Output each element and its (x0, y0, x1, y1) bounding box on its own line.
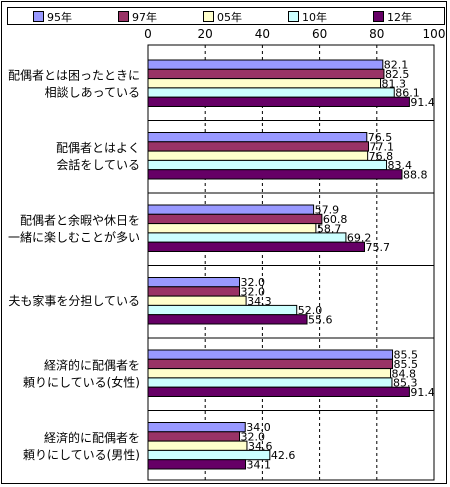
bar (147, 232, 347, 243)
legend-item: 97年 (118, 11, 157, 24)
bar (147, 150, 369, 161)
legend-swatch (118, 11, 129, 22)
bar-value-label: 88.8 (403, 168, 428, 181)
bar-value-label: 57.9 (315, 204, 340, 217)
bar-value-label: 84.8 (392, 367, 417, 380)
bar-value-label: 91.4 (410, 386, 435, 399)
bar-value-label: 85.3 (393, 377, 418, 390)
bar-value-label: 75.7 (366, 241, 391, 254)
bar-value-label: 82.5 (385, 68, 410, 81)
bar-value-label: 34.1 (247, 458, 272, 471)
bar-value-label: 32.0 (241, 276, 266, 289)
legend-item: 12年 (373, 11, 412, 24)
bar (147, 68, 385, 80)
bar-value-label: 55.6 (308, 313, 333, 326)
legend: 95年 97年 05年 10年 12年 (7, 7, 445, 25)
bar-value-label: 34.3 (247, 295, 272, 308)
bar-value-label: 82.1 (384, 59, 409, 72)
legend-label: 97年 (132, 11, 157, 24)
bar (147, 141, 370, 152)
bar-value-label: 76.8 (369, 150, 394, 163)
x-tick-label: 80 (369, 27, 384, 41)
bar-value-label: 34.6 (248, 440, 273, 453)
bar (147, 96, 410, 107)
bar (147, 440, 248, 451)
bar-value-label: 32.0 (241, 430, 266, 443)
bar-value-label: 83.4 (388, 159, 413, 172)
x-tick-label: 60 (312, 27, 327, 41)
bar (147, 277, 241, 288)
bar (147, 349, 394, 360)
legend-item: 10年 (288, 11, 327, 24)
legend-label: 95年 (47, 11, 72, 24)
legend-label: 10年 (302, 11, 327, 24)
category-label: 夫も家事を分担している (8, 293, 140, 308)
x-tick-label: 20 (198, 27, 213, 41)
bar-value-label: 42.6 (271, 449, 296, 462)
bar (147, 132, 368, 143)
bar (147, 368, 392, 379)
x-tick-label: 0 (144, 27, 152, 41)
category-label: 配偶者とはよく (56, 141, 140, 155)
bar (147, 431, 241, 442)
legend-label: 12年 (387, 11, 412, 24)
bar (147, 386, 410, 398)
legend-label: 05年 (217, 11, 242, 24)
bar (147, 304, 298, 316)
category-label: 頼りにしている(女性) (23, 374, 140, 389)
bar-value-label: 85.5 (394, 349, 419, 362)
bar (147, 204, 315, 215)
bar-value-label: 81.3 (382, 77, 407, 90)
bar (147, 159, 388, 171)
bar (147, 295, 247, 306)
bar-value-label: 86.1 (395, 87, 420, 100)
category-label: 一緒に楽しむことが多い (8, 229, 140, 244)
bar (147, 169, 403, 180)
x-tick-label: 100 (423, 27, 446, 41)
legend-swatch (373, 11, 384, 22)
bar-value-label: 60.8 (323, 213, 348, 226)
bar (147, 87, 395, 98)
bar-value-label: 76.5 (368, 131, 393, 144)
plot-area (147, 44, 435, 481)
category-label: 経済的に配偶者を (44, 357, 140, 372)
bar-value-label: 69.2 (347, 232, 372, 245)
bar (147, 459, 247, 470)
category-label: 配偶者と余暇や休日を (20, 212, 140, 227)
category-label: 頼りにしている(男性) (23, 448, 140, 462)
legend-item: 95年 (33, 11, 72, 24)
legend-swatch (288, 11, 299, 22)
category-label: 会話をしている (56, 157, 140, 172)
category-label: 配偶者とは困ったときに (8, 68, 140, 82)
legend-swatch (33, 11, 44, 22)
bar-value-label: 91.4 (410, 96, 435, 109)
bar-value-label: 58.7 (317, 222, 342, 235)
bar (147, 422, 246, 433)
bar (147, 314, 308, 325)
legend-swatch (203, 11, 214, 22)
bar (147, 213, 323, 225)
x-tick-label: 40 (255, 27, 270, 41)
bar (147, 223, 317, 234)
bar-value-label: 85.5 (394, 358, 419, 371)
bar (147, 59, 384, 70)
bar-value-label: 52.0 (298, 304, 323, 317)
bar (147, 377, 393, 388)
category-label: 経済的に配偶者を (44, 430, 140, 445)
bar (147, 78, 382, 89)
bar-value-label: 34.0 (246, 421, 270, 434)
category-label: 相談しあっている (45, 84, 140, 99)
legend-item: 05年 (203, 11, 242, 24)
bar (147, 286, 241, 297)
bar-value-label: 32.0 (241, 285, 266, 298)
bar (147, 241, 366, 252)
bar-value-label: 77.1 (370, 140, 395, 153)
bar (147, 358, 394, 370)
